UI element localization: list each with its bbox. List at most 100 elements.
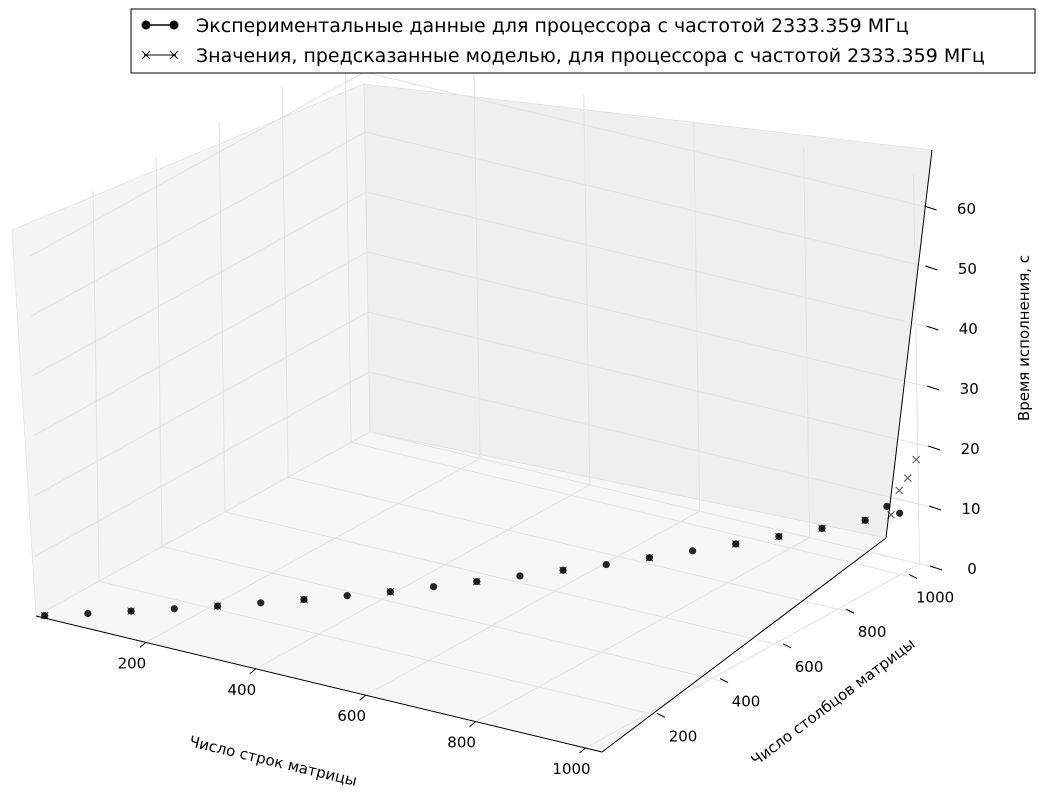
data-point-predicted bbox=[386, 587, 395, 596]
z-tick-label: 40 bbox=[959, 320, 978, 338]
data-points bbox=[40, 455, 921, 620]
z-tick-label: 50 bbox=[958, 260, 977, 278]
data-point-predicted bbox=[300, 595, 308, 604]
data-point-predicted bbox=[903, 474, 912, 482]
y-tick-label: 200 bbox=[669, 727, 698, 745]
grid-line-x-back bbox=[913, 174, 921, 565]
grid-line-y-left bbox=[92, 191, 100, 582]
z-axis-title: Время исполнения, с bbox=[1015, 255, 1033, 421]
grid-line-z-left bbox=[33, 311, 369, 497]
y-tick bbox=[719, 678, 729, 684]
data-point-experimental bbox=[84, 609, 92, 618]
z-tick-label: 20 bbox=[961, 440, 980, 458]
data-point-experimental bbox=[343, 592, 351, 600]
data-point-experimental bbox=[883, 502, 891, 510]
data-point-predicted bbox=[818, 524, 826, 533]
data-point-predicted bbox=[127, 607, 136, 616]
data-point-predicted bbox=[895, 486, 904, 495]
x-tick-label: 800 bbox=[447, 734, 476, 752]
grid-line-y-left bbox=[281, 87, 289, 478]
x-axis-line bbox=[35, 615, 603, 753]
data-point-experimental bbox=[257, 599, 265, 607]
legend-marker-circle-left bbox=[141, 20, 151, 30]
grid-line-x-back bbox=[693, 121, 701, 512]
y-tick bbox=[656, 712, 666, 718]
grid-line-y-floor bbox=[161, 546, 729, 684]
x-tick bbox=[359, 694, 367, 701]
z-tick bbox=[924, 205, 937, 211]
x-tick bbox=[469, 721, 476, 728]
data-point-experimental bbox=[688, 547, 697, 555]
grid-line-y-left bbox=[218, 121, 226, 512]
y-axis-title: Число столбцов матрицы bbox=[748, 635, 919, 770]
chart-panes bbox=[11, 83, 933, 753]
legend-marker-circle-right bbox=[169, 20, 179, 30]
grid-line-z-back bbox=[369, 431, 937, 569]
z-tick-label: 30 bbox=[960, 380, 979, 398]
grid-line-z-back bbox=[368, 311, 935, 449]
data-point-predicted bbox=[472, 577, 481, 586]
x-axis-title: Число строк матрицы bbox=[187, 732, 358, 790]
grid-line-y-left bbox=[344, 52, 352, 443]
data-point-predicted bbox=[861, 516, 870, 525]
x-tick bbox=[139, 642, 147, 648]
data-point-experimental bbox=[170, 605, 178, 613]
legend-item-predicted: Значения, предсказанные моделью, для про… bbox=[141, 45, 985, 67]
x-tick bbox=[249, 668, 257, 675]
data-point-predicted bbox=[645, 553, 654, 562]
grid-line-y-floor bbox=[350, 441, 918, 579]
x-tick bbox=[579, 747, 586, 754]
z-tick bbox=[926, 325, 939, 331]
grid-line-x-floor bbox=[365, 510, 700, 696]
data-point-experimental bbox=[429, 583, 438, 591]
grid-line-z-left bbox=[30, 71, 365, 257]
y-tick bbox=[908, 573, 918, 579]
legend-label-experimental: Экспериментальные данные для процессора … bbox=[196, 15, 909, 37]
z-tick bbox=[928, 505, 942, 511]
grid-line-z-left bbox=[32, 251, 368, 437]
grid-line-z-left bbox=[32, 191, 367, 377]
grid-line-y-floor bbox=[287, 476, 855, 614]
z-tick bbox=[925, 265, 938, 271]
grid-line-z-back bbox=[368, 371, 936, 509]
z-tick-label: 60 bbox=[957, 200, 976, 218]
z-axis-line bbox=[885, 149, 933, 539]
grid-line-z-back bbox=[364, 71, 931, 209]
ticks: 200 400 600 800 1000 200 400 600 800 1000 0 10 20 30 4… bbox=[118, 200, 981, 778]
data-point-predicted bbox=[559, 566, 568, 575]
data-point-predicted bbox=[912, 455, 921, 464]
grid-line-x-back bbox=[583, 94, 591, 485]
data-point-experimental bbox=[896, 509, 904, 517]
y-tick bbox=[782, 643, 792, 649]
legend: Экспериментальные данные для процессора … bbox=[130, 8, 1036, 74]
grid-line-x-floor bbox=[145, 457, 481, 643]
x-tick-label: 600 bbox=[337, 707, 366, 725]
data-point-predicted bbox=[213, 602, 222, 610]
y-tick bbox=[845, 608, 855, 614]
grid-line-x-back bbox=[803, 147, 811, 538]
z-tick-label: 0 bbox=[967, 560, 977, 578]
y-tick-label: 400 bbox=[732, 693, 761, 711]
z-tick bbox=[927, 385, 940, 391]
grid-line-x-floor bbox=[585, 563, 920, 749]
grid-line-x-back bbox=[473, 68, 481, 459]
z-tick bbox=[929, 565, 943, 571]
legend-marker-x-right bbox=[169, 50, 179, 60]
legend-item-experimental: Экспериментальные данные для процессора … bbox=[141, 15, 909, 37]
grid-line-y-floor bbox=[98, 580, 666, 718]
data-point-experimental bbox=[602, 560, 610, 569]
y-tick-label: 600 bbox=[795, 658, 824, 676]
data-point-predicted bbox=[774, 532, 783, 541]
grid-line-z-left bbox=[34, 371, 370, 557]
x-tick-label: 200 bbox=[118, 654, 147, 672]
grid-line-z-back bbox=[367, 251, 934, 389]
axes bbox=[35, 149, 933, 753]
z-tick bbox=[927, 445, 941, 451]
grid-lines bbox=[30, 52, 937, 749]
grid-line-y-floor bbox=[224, 511, 792, 649]
grid-line-z-left bbox=[31, 131, 366, 317]
x-tick-label: 400 bbox=[227, 681, 256, 699]
legend-marker-x-left bbox=[141, 50, 151, 60]
grid-line-y-left bbox=[155, 156, 163, 547]
